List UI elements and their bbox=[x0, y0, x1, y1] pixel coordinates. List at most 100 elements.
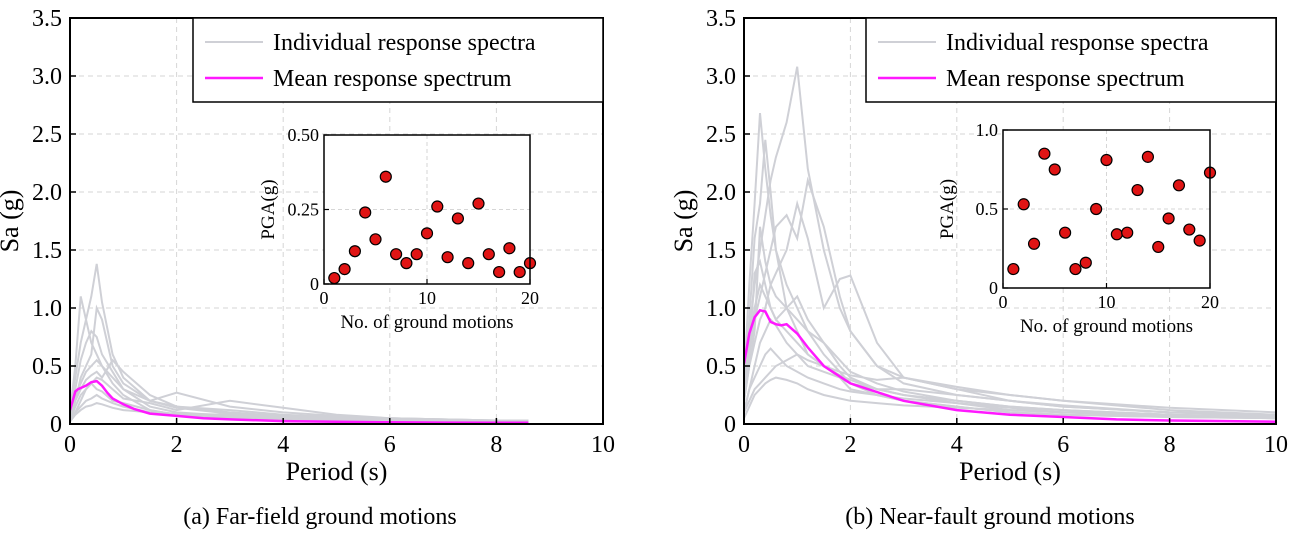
inset-plot: 0 10 20 1.0 0.5 0 No. of ground motions PGA(g) bbox=[937, 120, 1219, 337]
inset-scatter-point bbox=[503, 242, 516, 255]
y-tick-label: 3.0 bbox=[32, 64, 62, 90]
inset-scatter-point bbox=[1131, 183, 1144, 197]
x-tick-label: 4 bbox=[951, 432, 963, 458]
inset-y-tick-label: 1.0 bbox=[976, 120, 999, 140]
y-tick-label: 3.0 bbox=[706, 64, 736, 90]
inset-y-tick-label: 0.5 bbox=[976, 199, 999, 219]
legend: Individual response spectra Mean response… bbox=[865, 17, 1277, 103]
inset-scatter-point bbox=[410, 248, 423, 261]
x-tick-label: 2 bbox=[171, 432, 183, 458]
inset-scatter-point bbox=[390, 248, 403, 261]
inset-frame bbox=[1002, 129, 1211, 289]
inset-scatter-point bbox=[1110, 228, 1123, 241]
y-tick-label: 1.5 bbox=[32, 238, 62, 264]
inset-x-tick-label: 10 bbox=[418, 288, 436, 308]
inset-scatter-point bbox=[1038, 147, 1051, 160]
inset-scatter-point bbox=[1079, 256, 1092, 269]
y-tick-label: 3.5 bbox=[32, 6, 62, 32]
individual-spectrum-line bbox=[744, 376, 1276, 419]
inset-scatter-point bbox=[1183, 223, 1196, 236]
inset-scatter-point bbox=[1193, 234, 1206, 247]
y-axis-label: Sa (g) bbox=[669, 190, 698, 253]
individual-spectrum-line bbox=[744, 347, 1276, 420]
y-axis-label: Sa (g) bbox=[0, 190, 24, 253]
x-tick-label: 10 bbox=[1264, 432, 1288, 458]
legend-label: Mean response spectrum bbox=[273, 66, 512, 92]
inset-scatter-point bbox=[1048, 163, 1061, 176]
inset-scatter-point bbox=[431, 200, 444, 213]
inset-y-tick-label: 0.25 bbox=[288, 200, 320, 220]
x-tick-label: 8 bbox=[1164, 432, 1176, 458]
individual-spectrum-line bbox=[744, 258, 1276, 418]
inset-scatter-point bbox=[1007, 262, 1020, 276]
y-tick-label: 1.5 bbox=[706, 238, 736, 264]
x-tick-label: 8 bbox=[490, 432, 502, 458]
inset-frame bbox=[323, 134, 531, 285]
inset-plot: 0 10 20 0.50 0.25 0 No. of ground motions PGA(g… bbox=[258, 125, 539, 333]
inset-scatter-point bbox=[379, 170, 392, 183]
inset-scatter-point bbox=[1058, 226, 1072, 239]
inset-scatter-point bbox=[1027, 237, 1041, 250]
legend-box bbox=[865, 17, 1277, 103]
inset-x-tick-label: 10 bbox=[1098, 292, 1116, 312]
x-tick-label: 6 bbox=[1057, 432, 1069, 458]
y-tick-label: 0.5 bbox=[32, 354, 62, 380]
individual-spectrum-line bbox=[744, 317, 1276, 420]
x-tick-label: 0 bbox=[738, 432, 750, 458]
inset-scatter-point bbox=[348, 245, 361, 258]
individual-spectrum-line bbox=[70, 263, 529, 423]
x-tick-label: 0 bbox=[64, 432, 76, 458]
y-tick-label: 0.5 bbox=[706, 354, 736, 380]
inset-y-tick-label: 0 bbox=[310, 274, 319, 294]
y-tick-label: 2.5 bbox=[706, 122, 736, 148]
individual-spectrum-line bbox=[744, 353, 1276, 417]
inset-scatter-point bbox=[493, 265, 506, 279]
x-tick-label: 10 bbox=[591, 432, 615, 458]
inset-scatter-point bbox=[1141, 150, 1155, 163]
mean-spectrum-line bbox=[70, 379, 529, 424]
individual-spectra-group bbox=[70, 263, 529, 424]
individual-spectrum-line bbox=[70, 402, 529, 423]
inset-scatter-point bbox=[400, 257, 413, 270]
inset-x-tick-label: 0 bbox=[999, 292, 1008, 312]
inset-scatter-point bbox=[1100, 153, 1113, 167]
inset-scatter-point bbox=[441, 251, 454, 264]
inset-scatter-point bbox=[1162, 212, 1175, 225]
y-tick-label: 2.0 bbox=[32, 180, 62, 206]
inset-scatter-point bbox=[359, 206, 372, 219]
inset-scatter-point bbox=[451, 212, 464, 225]
inset-x-tick-label: 0 bbox=[320, 288, 329, 308]
inset-x-axis-label: No. of ground motions bbox=[1020, 316, 1193, 337]
y-tick-label: 1.0 bbox=[706, 296, 736, 322]
legend-label: Mean response spectrum bbox=[946, 66, 1185, 92]
inset-scatter-point bbox=[462, 257, 475, 270]
inset-scatter-point bbox=[1121, 226, 1134, 239]
x-tick-label: 6 bbox=[384, 432, 396, 458]
inset-scatter-point bbox=[482, 248, 495, 261]
inset-y-tick-label: 0 bbox=[989, 278, 998, 298]
legend-label: Individual response spectra bbox=[273, 30, 536, 56]
inset-scatter-point bbox=[420, 227, 434, 240]
panel-caption: (a) Far-field ground motions bbox=[183, 504, 456, 530]
inset-scatter-point bbox=[1069, 262, 1082, 276]
inset-y-axis-label: PGA(g) bbox=[258, 179, 279, 239]
x-axis-label: Period (s) bbox=[286, 457, 388, 486]
y-tick-label: 2.5 bbox=[32, 122, 62, 148]
inset-scatter-point bbox=[472, 197, 485, 210]
inset-scatter-point bbox=[513, 265, 526, 279]
inset-scatter-point bbox=[369, 233, 382, 246]
individual-spectrum-line bbox=[744, 281, 1276, 416]
y-tick-label: 0 bbox=[50, 412, 62, 438]
x-tick-label: 2 bbox=[844, 432, 856, 458]
x-tick-label: 4 bbox=[277, 432, 289, 458]
individual-spectra-group bbox=[744, 66, 1276, 420]
inset-x-tick-label: 20 bbox=[521, 288, 539, 308]
inset-y-axis-label: PGA(g) bbox=[937, 179, 958, 239]
inset-scatter-point bbox=[1172, 179, 1186, 192]
y-tick-label: 2.0 bbox=[706, 180, 736, 206]
inset-x-axis-label: No. of ground motions bbox=[340, 312, 513, 333]
inset-scatter-point bbox=[1017, 198, 1030, 211]
legend-box bbox=[192, 17, 604, 103]
inset-scatter-point bbox=[328, 271, 341, 285]
